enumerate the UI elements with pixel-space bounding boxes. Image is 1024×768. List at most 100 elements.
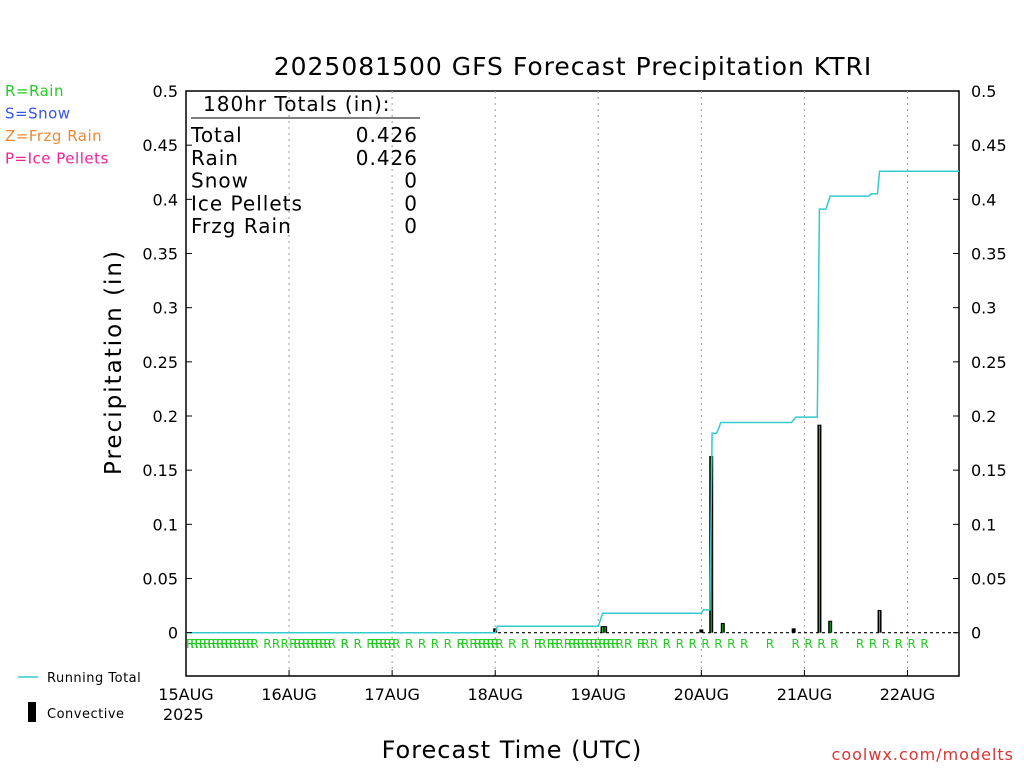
y-axis-label: Precipitation (in) [101,249,127,475]
rain-marker: R [328,637,336,651]
totals-row-label: Frzg Rain [191,214,292,238]
rain-marker: R [418,637,426,651]
y-tick-label-right: 0.5 [971,82,996,101]
rain-marker: R [298,637,306,651]
x-tick-label: 19AUG [571,685,626,704]
rain-marker: R [577,637,585,651]
totals-row-label: Snow [191,169,249,193]
rain-marker: R [263,637,271,651]
precip-type-legend-item: P=Ice Pellets [5,150,109,168]
rain-marker: R [830,637,838,651]
convective-legend-swatch [28,702,36,722]
rain-marker: R [306,637,314,651]
rain-marker: R [637,637,645,651]
rain-marker: R [384,637,392,651]
rain-marker: R [547,637,555,651]
rain-marker: R [521,637,529,651]
rain-marker: R [590,637,598,651]
rain-marker: R [311,637,319,651]
rain-marker: R [212,637,220,651]
convective-bar [699,629,704,633]
convective-bar [791,628,796,633]
rain-marker: R [323,637,331,651]
rain-marker: R [491,637,499,651]
x-tick-label: 16AUG [261,685,316,704]
rain-marker: R [615,637,623,651]
rain-marker: R [238,637,246,651]
rain-marker: R [607,637,615,651]
rain-marker: R [469,637,477,651]
rain-marker: R [920,637,928,651]
x-tick-label: 15AUG [158,685,213,704]
y-tick-label-right: 0.1 [971,515,996,534]
y-tick-label: 0.15 [142,461,178,480]
x-tick-label: 20AUG [674,685,729,704]
x-tick-label: 21AUG [777,685,832,704]
y-tick-label: 0.45 [142,136,178,155]
rain-marker: R [792,637,800,651]
rain-marker: R [186,637,194,651]
rain-marker: R [242,637,250,651]
totals-row-value: 0 [404,214,418,238]
rain-marker: R [195,637,203,651]
credit-text: coolwx.com/modelts [832,745,1014,764]
rain-marker: R [907,637,915,651]
totals-row-value: 0 [404,191,418,215]
rain-marker: R [611,637,619,651]
rain-marker: R [233,637,241,651]
x-tick-label: 22AUG [880,685,935,704]
rain-marker: R [568,637,576,651]
precip-type-legend-item: Z=Frzg Rain [5,127,102,145]
totals-row-value: 0.426 [356,146,418,170]
rain-marker: R [379,637,387,651]
rain-marker: R [603,637,611,651]
rain-marker: R [293,637,301,651]
rain-marker: R [676,637,684,651]
rain-marker: R [564,637,572,651]
rain-marker: R [319,637,327,651]
y-tick-label-right: 0 [971,624,981,643]
rain-marker: R [444,637,452,651]
rain-marker: R [573,637,581,651]
rain-marker: R [650,637,658,651]
rain-marker: R [207,637,215,651]
y-tick-label: 0 [168,624,178,643]
rain-marker: R [225,637,233,651]
rain-marker: R [220,637,228,651]
y-tick-label-right: 0.25 [971,353,1007,372]
rain-marker: R [727,637,735,651]
rain-marker: R [508,637,516,651]
rain-marker: R [371,637,379,651]
rain-marker: R [216,637,224,651]
y-tick-label-right: 0.4 [971,190,996,209]
rain-marker: R [714,637,722,651]
y-tick-label: 0.1 [153,515,178,534]
convective-legend-label: Convective [47,707,125,722]
rain-marker: R [302,637,310,651]
rain-marker: R [895,637,903,651]
y-tick-label: 0.2 [153,407,178,426]
rain-marker: R [641,637,649,651]
rain-marker: R [598,637,606,651]
rain-marker: R [594,637,602,651]
y-tick-label: 0.05 [142,570,178,589]
rain-marker: R [766,637,774,651]
x-axis-year-label: 2025 [163,705,204,724]
totals-row-label: Ice Pellets [191,191,303,215]
precip-type-legend-item: S=Snow [5,105,71,123]
rain-marker: R [366,637,374,651]
y-tick-label-right: 0.2 [971,407,996,426]
y-tick-label-right: 0.05 [971,570,1007,589]
rain-marker: R [482,637,490,651]
totals-row-value: 0.426 [356,123,418,147]
rain-marker: R [701,637,709,651]
y-tick-label-right: 0.3 [971,299,996,318]
totals-row-label: Rain [191,146,239,170]
rain-marker: R [461,637,469,651]
rain-marker: R [585,637,593,651]
y-axis-left: 0 0.05 0.1 0.15 0.2 0.25 0.3 0.35 0.4 0.45 0.5 [142,82,192,643]
totals-row-value: 0 [404,169,418,193]
rain-marker: R [203,637,211,651]
rain-marker: R [740,637,748,651]
